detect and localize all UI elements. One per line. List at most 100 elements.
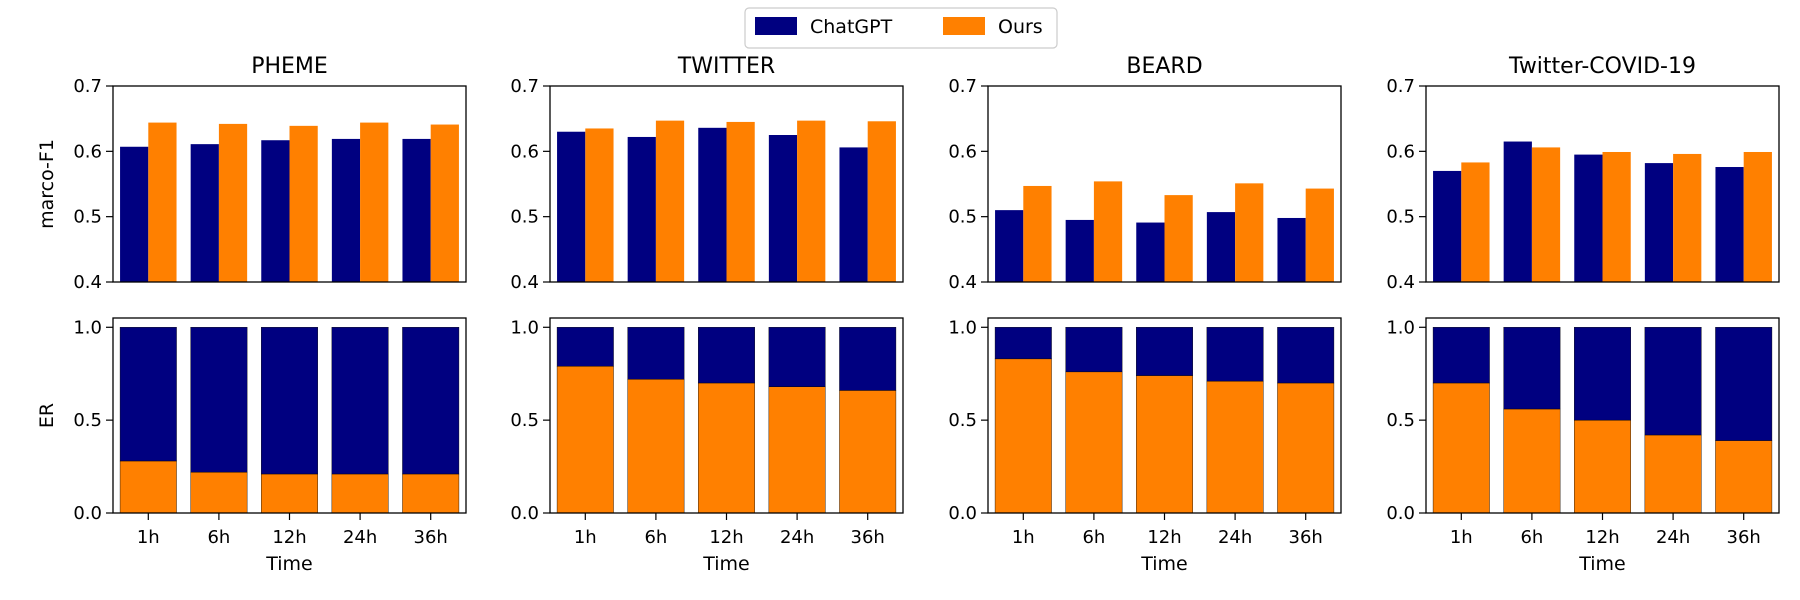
legend-label-chatgpt: ChatGPT [810,16,893,38]
bar-chatgpt-6h [627,136,656,282]
bar-ours-12h [698,382,755,514]
x-axis-label: Time [1578,553,1626,575]
bar-ours-6h [190,471,248,514]
bar-chatgpt-6h [1065,219,1094,282]
bar-chatgpt-1h [995,210,1024,282]
bar-chatgpt-1h [557,131,586,282]
bar-chatgpt-1h [1432,327,1490,384]
bar-chatgpt-12h [261,140,290,282]
y-tick-label: 0.0 [510,503,539,524]
x-tick-label: 12h [709,527,743,548]
f1-axes: 0.4 0.5 0.6 0.7 [948,76,1342,293]
bar-chatgpt-6h [190,327,248,473]
bar-chatgpt-36h [402,138,431,282]
bar-chatgpt-24h [1206,212,1236,282]
bar-chatgpt-6h [627,327,685,380]
x-axis-label: Time [1140,553,1188,575]
bar-chatgpt-1h [994,327,1052,360]
y-axis-label: ER [36,403,58,428]
bar-chatgpt-12h [1136,327,1193,376]
legend: ChatGPT Ours [744,7,1058,49]
bar-ours-36h [1715,440,1773,514]
f1-axes: 0.4 0.5 0.6 0.7 [510,76,904,293]
x-tick-label: 36h [1727,527,1761,548]
x-axis-label: Time [702,553,750,575]
bar-ours-1h [556,366,614,514]
y-tick-label: 1.0 [1386,317,1415,338]
bar-ours-36h [1305,188,1334,282]
legend-swatch-ours [943,17,985,35]
bar-ours-24h [331,473,389,514]
x-tick-label: 1h [1012,527,1035,548]
bar-chatgpt-6h [1065,327,1123,373]
bar-ours-6h [1065,371,1123,514]
bar-chatgpt-1h [119,327,177,462]
y-tick-label: 0.4 [948,272,977,293]
bar-ours-6h [1503,408,1561,514]
y-tick-label: 0.6 [948,141,977,162]
bar-chatgpt-24h [331,138,361,282]
x-tick-label: 36h [414,527,448,548]
panel-beard: BEARD 0.4 0.5 0.6 0.7 0.0 0.5 1.0 1h 6h 12h 24h 36h T… [948,54,1342,575]
bar-chatgpt-1h [556,327,614,367]
x-tick-label: 36h [851,527,885,548]
bar-ours-24h [797,120,826,282]
x-tick-label: 24h [343,527,377,548]
er-axes: 0.0 0.5 1.0 1h 6h 12h 24h 36h Time [510,317,904,575]
panel-title: PHEME [251,54,328,79]
bar-chatgpt-12h [1574,327,1631,421]
f1-axes: 0.4 0.5 0.6 0.7 [1386,76,1780,293]
bar-chatgpt-1h [120,146,149,282]
bar-chatgpt-12h [261,327,318,475]
bar-chatgpt-12h [698,127,727,283]
bar-chatgpt-12h [1136,222,1165,282]
bar-ours-1h [585,128,614,282]
y-tick-label: 0.5 [1386,410,1415,431]
bar-chatgpt-24h [1206,327,1264,382]
x-tick-label: 6h [1082,527,1105,548]
bar-ours-12h [1136,375,1193,514]
x-tick-label: 6h [644,527,667,548]
panel-title: BEARD [1126,54,1202,79]
axes-frame [1425,85,1780,283]
panel-twitter-covid-19: Twitter-COVID-19 0.4 0.5 0.6 0.7 0.0 0.5 1.0 1h 6… [1386,54,1780,575]
bar-chatgpt-36h [402,327,460,475]
y-tick-label: 1.0 [948,317,977,338]
bar-chatgpt-36h [1715,167,1744,282]
bar-ours-1h [119,460,177,514]
bar-chatgpt-6h [1503,141,1532,282]
bar-ours-24h [1206,380,1264,514]
x-tick-label: 1h [137,527,160,548]
f1-axes: 0.4 0.5 0.6 0.7 marco-F1 [36,76,467,293]
bar-ours-6h [1531,147,1561,282]
bar-ours-36h [402,473,460,514]
x-tick-label: 24h [780,527,814,548]
bar-ours-6h [627,379,685,514]
x-tick-label: 6h [207,527,230,548]
axes-frame [987,85,1342,283]
bar-ours-12h [1164,195,1193,282]
y-tick-label: 0.7 [948,76,977,97]
bar-ours-12h [289,125,318,282]
x-tick-label: 12h [1585,527,1619,548]
bar-ours-1h [1023,185,1052,282]
er-axes: 0.0 0.5 1.0 1h 6h 12h 24h 36h Time [1386,317,1780,575]
y-axis-label: marco-F1 [36,139,58,229]
y-tick-label: 0.5 [510,207,539,228]
bar-chatgpt-24h [1644,327,1702,436]
bar-ours-24h [1644,434,1702,514]
panel-twitter: TWITTER 0.4 0.5 0.6 0.7 0.0 0.5 1.0 1h 6h 12h 24h 36… [510,54,904,575]
x-tick-label: 12h [1147,527,1181,548]
y-tick-label: 0.5 [73,207,102,228]
bar-ours-24h [1235,183,1264,282]
bar-ours-24h [360,122,389,282]
bar-chatgpt-6h [1503,327,1561,410]
y-tick-label: 0.5 [73,410,102,431]
bar-ours-12h [1602,151,1631,282]
y-tick-label: 1.0 [510,317,539,338]
y-tick-label: 0.4 [510,272,539,293]
bar-chatgpt-12h [1574,154,1603,282]
bar-ours-36h [867,121,896,282]
x-tick-label: 1h [574,527,597,548]
y-tick-label: 0.7 [1386,76,1415,97]
